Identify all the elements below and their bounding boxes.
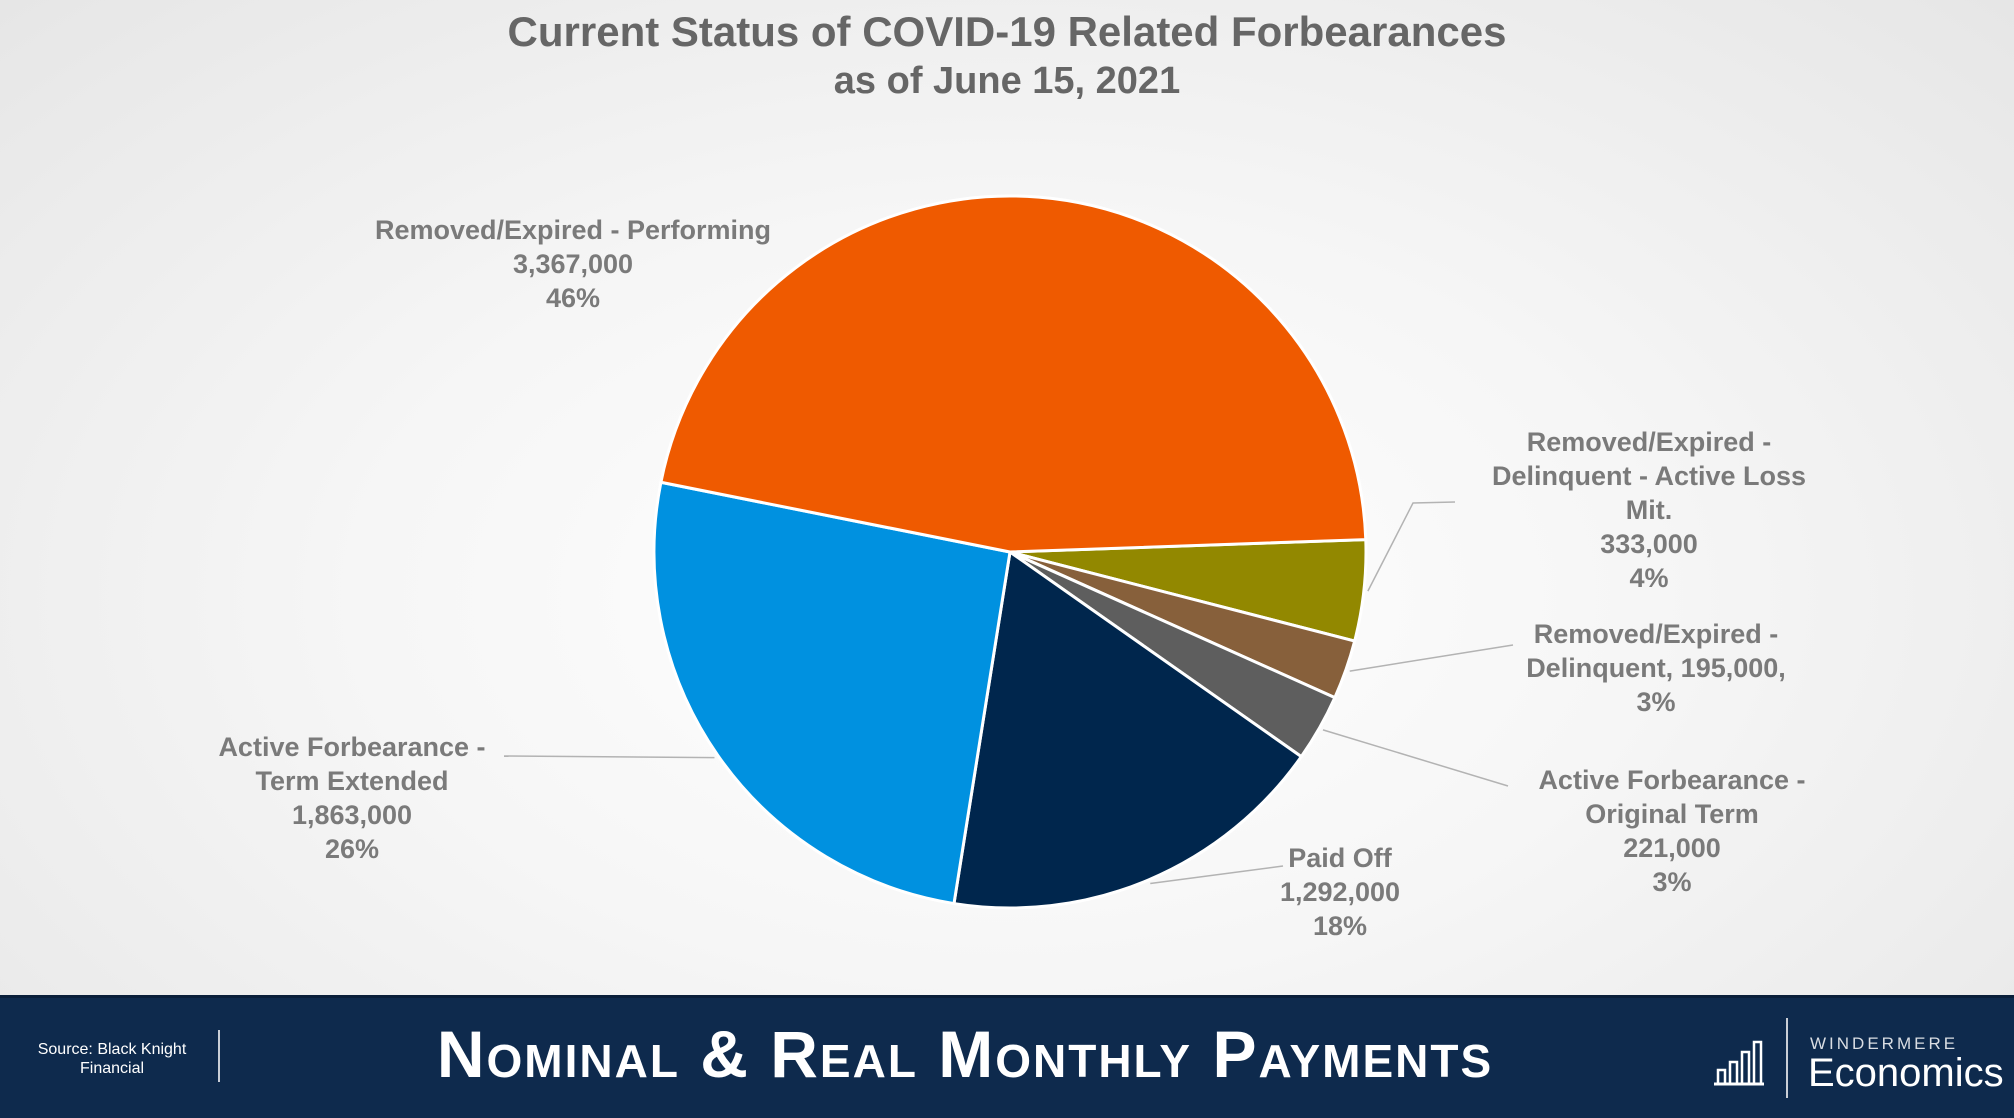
leader-line (1367, 501, 1456, 592)
slice-label-line: Active Forbearance - (1538, 765, 1805, 795)
leader-line (1349, 644, 1514, 672)
chart-title: Current Status of COVID-19 Related Forbe… (507, 8, 1507, 55)
slice-label-line: Delinquent, 195,000, (1526, 653, 1786, 683)
slice-label-line: 3,367,000 (513, 249, 633, 279)
brand-name: Economics (1808, 1051, 2004, 1095)
slide-background: Current Status of COVID-19 Related Forbe… (0, 0, 2014, 995)
slice-label-line: 4% (1629, 563, 1668, 593)
bar-chart-logo-icon (1714, 1040, 1764, 1086)
slice-label-line: Removed/Expired - Performing (375, 215, 771, 245)
leader-line (1150, 865, 1284, 885)
slice-label-line: 3% (1636, 687, 1675, 717)
leader-lines (503, 501, 1514, 885)
slice-label-line: Original Term (1585, 799, 1759, 829)
slice-data-label: Removed/Expired - Performing 3,367,000 46% (375, 215, 771, 313)
slice-data-label: Paid Off 1,292,000 18% (1280, 843, 1400, 941)
slice-labels: Removed/Expired - Performing 3,367,000 46%… (218, 215, 1806, 941)
slice-label-line: 1,292,000 (1280, 877, 1400, 907)
slice-label-line: Active Forbearance - (218, 732, 485, 762)
footer-bar: Source: Black Knight Financial Nominal &… (0, 995, 2014, 1118)
slice-data-label: Active Forbearance - Original Term 221,000… (1538, 765, 1805, 897)
pie-chart: Removed/Expired - Performing 3,367,000 46%… (218, 194, 1806, 941)
slice-label-line: 26% (325, 834, 379, 864)
slice-label-line: 46% (546, 283, 600, 313)
leader-line (1322, 729, 1509, 787)
slice-label-line: 3% (1652, 867, 1691, 897)
divider-right (1786, 1018, 1788, 1098)
pie-slice (659, 194, 1368, 554)
slice-data-label: Removed/Expired - Delinquent, 195,000, 3% (1526, 619, 1786, 717)
slice-label-line: Term Extended (255, 766, 448, 796)
slice-label-line: Delinquent - Active Loss (1492, 461, 1806, 491)
brand-top-text: WINDERMERE (1810, 1034, 1959, 1053)
slice-label-line: 333,000 (1600, 529, 1698, 559)
chart-subtitle: as of June 15, 2021 (833, 60, 1181, 102)
slice-label-line: 1,863,000 (292, 800, 412, 830)
slice-label-line: Removed/Expired - (1527, 427, 1772, 457)
slice-label-line: Paid Off (1288, 843, 1393, 873)
slice-label-line: 18% (1313, 911, 1367, 941)
slice-data-label: Active Forbearance - Term Extended 1,863,0… (218, 732, 485, 864)
source-note: Source: Black Knight Financial (37, 1041, 187, 1077)
pie-slice (652, 480, 1012, 906)
pie-slices (652, 194, 1368, 910)
slice-label-line: Removed/Expired - (1534, 619, 1779, 649)
slice-data-label: Removed/Expired - Delinquent - Active Los… (1492, 427, 1806, 593)
slice-label-line: 221,000 (1623, 833, 1721, 863)
pie-slice (952, 549, 1304, 910)
slice-label-line: Mit. (1626, 495, 1673, 525)
divider-left (218, 1030, 220, 1082)
leader-line (503, 755, 715, 759)
footer-title: Nominal & Real Monthly Payments (436, 1017, 1494, 1091)
